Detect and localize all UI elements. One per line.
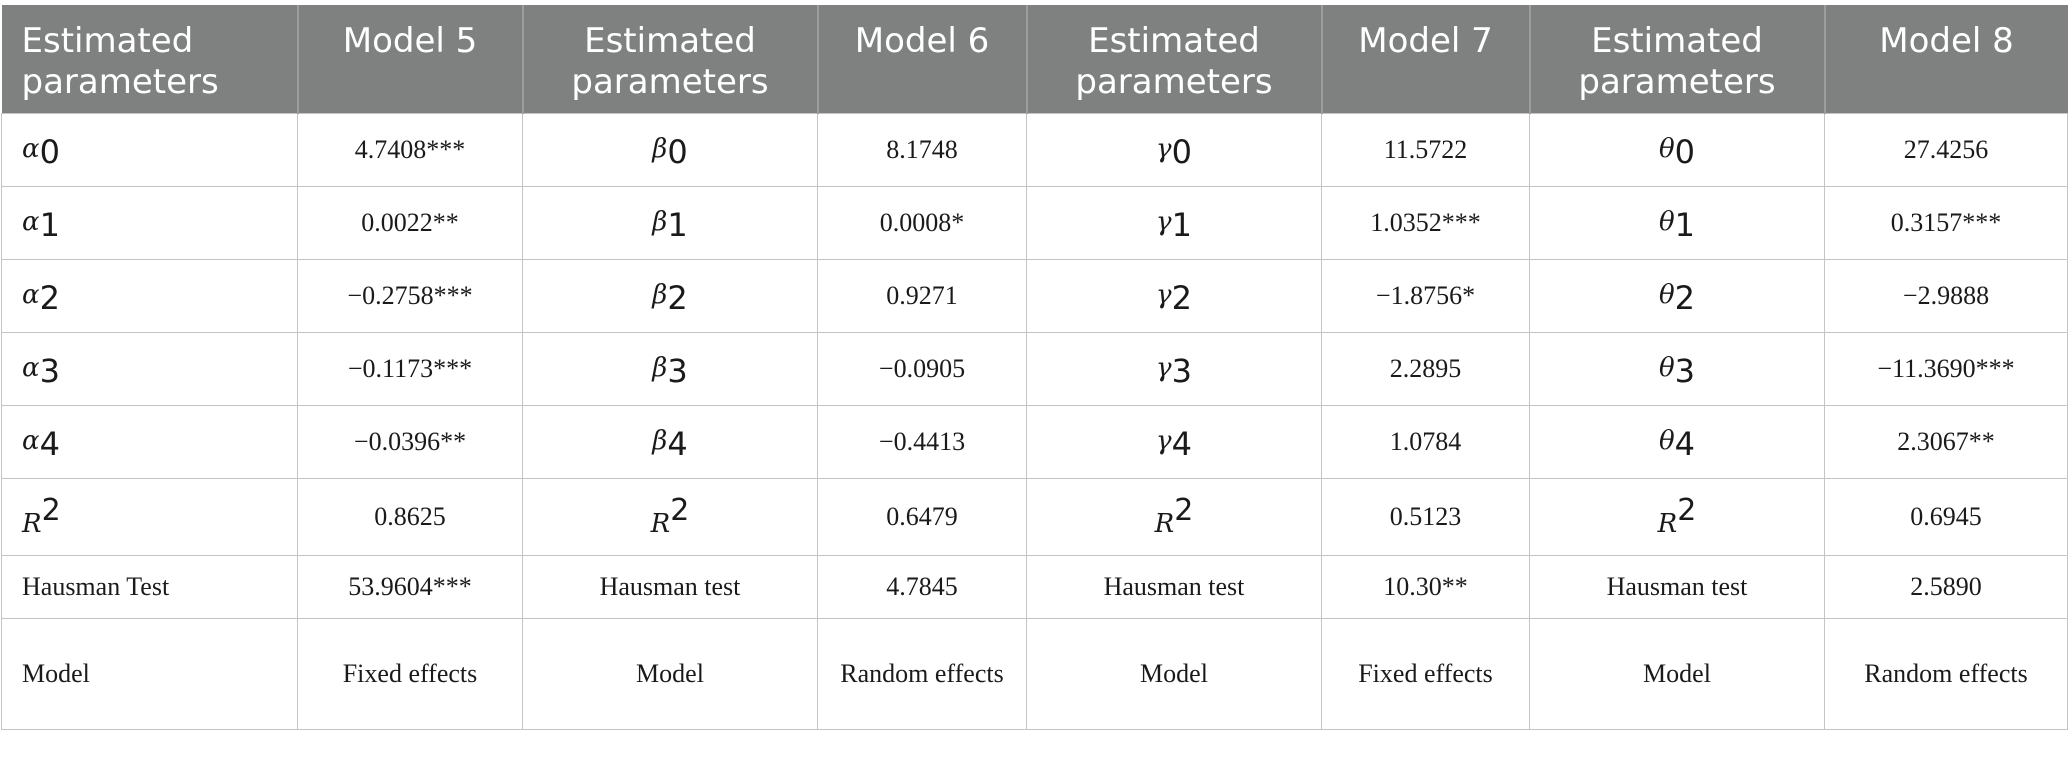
header-model-6: Model 6 bbox=[817, 5, 1028, 114]
param-label: θ0 bbox=[1529, 113, 1825, 187]
header-row: Estimated parameters Model 5 Estimated p… bbox=[1, 5, 2068, 114]
param-label: γ0 bbox=[1026, 113, 1322, 187]
param-label: θ3 bbox=[1529, 332, 1825, 406]
r-squared-label: R2 bbox=[1, 478, 298, 556]
hausman-test-row: Hausman Test 53.9604*** Hausman test 4.7… bbox=[1, 555, 2068, 619]
model-5-r-squared: 0.8625 bbox=[297, 478, 523, 556]
param-label: β2 bbox=[522, 259, 818, 333]
model-8-hausman: 2.5890 bbox=[1824, 555, 2068, 619]
model-8-type: Random effects bbox=[1824, 618, 2068, 730]
r-squared-row: R2 0.8625 R2 0.6479 R2 0.5123 R2 0.6945 bbox=[1, 478, 2068, 556]
model-6-value: −0.4413 bbox=[817, 405, 1027, 479]
param-label: β4 bbox=[522, 405, 818, 479]
model-5-value: −0.0396** bbox=[297, 405, 523, 479]
param-label: β0 bbox=[522, 113, 818, 187]
model-5-value: −0.2758*** bbox=[297, 259, 523, 333]
model-7-hausman: 10.30** bbox=[1321, 555, 1530, 619]
model-5-value: 0.0022** bbox=[297, 186, 523, 260]
param-label: θ4 bbox=[1529, 405, 1825, 479]
param-label: α3 bbox=[1, 332, 298, 406]
param-label: θ1 bbox=[1529, 186, 1825, 260]
model-8-value: −2.9888 bbox=[1824, 259, 2068, 333]
model-7-value: 1.0784 bbox=[1321, 405, 1530, 479]
hausman-test-label: Hausman test bbox=[1529, 555, 1825, 619]
model-6-value: 0.0008* bbox=[817, 186, 1027, 260]
model-5-type: Fixed effects bbox=[297, 618, 523, 730]
param-label: α1 bbox=[1, 186, 298, 260]
model-5-value: −0.1173*** bbox=[297, 332, 523, 406]
model-5-value: 4.7408*** bbox=[297, 113, 523, 187]
param-label: θ2 bbox=[1529, 259, 1825, 333]
coefficient-row-1: α1 0.0022** β1 0.0008* γ1 1.0352*** θ1 0… bbox=[1, 186, 2068, 260]
model-6-value: 0.9271 bbox=[817, 259, 1027, 333]
header-estimated-parameters: Estimated parameters bbox=[1529, 5, 1826, 114]
hausman-test-label: Hausman Test bbox=[1, 555, 298, 619]
model-type-row: Model Fixed effects Model Random effects… bbox=[1, 618, 2068, 730]
model-label: Model bbox=[522, 618, 818, 730]
model-7-r-squared: 0.5123 bbox=[1321, 478, 1530, 556]
model-6-type: Random effects bbox=[817, 618, 1027, 730]
param-label: α0 bbox=[1, 113, 298, 187]
r-squared-label: R2 bbox=[1529, 478, 1825, 556]
header-model-7: Model 7 bbox=[1321, 5, 1531, 114]
model-8-value: −11.3690*** bbox=[1824, 332, 2068, 406]
param-label: α2 bbox=[1, 259, 298, 333]
header-estimated-parameters: Estimated parameters bbox=[522, 5, 819, 114]
model-label: Model bbox=[1529, 618, 1825, 730]
param-label: β1 bbox=[522, 186, 818, 260]
coefficient-row-0: α0 4.7408*** β0 8.1748 γ0 11.5722 θ0 27.… bbox=[1, 113, 2068, 187]
model-6-r-squared: 0.6479 bbox=[817, 478, 1027, 556]
coefficient-row-3: α3 −0.1173*** β3 −0.0905 γ3 2.2895 θ3 −1… bbox=[1, 332, 2068, 406]
model-label: Model bbox=[1026, 618, 1322, 730]
param-label: α4 bbox=[1, 405, 298, 479]
hausman-test-label: Hausman test bbox=[522, 555, 818, 619]
param-label: γ2 bbox=[1026, 259, 1322, 333]
model-8-value: 0.3157*** bbox=[1824, 186, 2068, 260]
model-6-hausman: 4.7845 bbox=[817, 555, 1027, 619]
model-7-value: 11.5722 bbox=[1321, 113, 1530, 187]
header-estimated-parameters: Estimated parameters bbox=[1, 5, 299, 114]
r-squared-label: R2 bbox=[522, 478, 818, 556]
model-6-value: 8.1748 bbox=[817, 113, 1027, 187]
model-8-value: 27.4256 bbox=[1824, 113, 2068, 187]
model-7-value: 1.0352*** bbox=[1321, 186, 1530, 260]
model-8-value: 2.3067** bbox=[1824, 405, 2068, 479]
header-model-8: Model 8 bbox=[1824, 5, 2068, 114]
model-6-value: −0.0905 bbox=[817, 332, 1027, 406]
hausman-test-label: Hausman test bbox=[1026, 555, 1322, 619]
coefficient-row-4: α4 −0.0396** β4 −0.4413 γ4 1.0784 θ4 2.3… bbox=[1, 405, 2068, 479]
param-label: γ4 bbox=[1026, 405, 1322, 479]
param-label: γ1 bbox=[1026, 186, 1322, 260]
header-estimated-parameters: Estimated parameters bbox=[1026, 5, 1323, 114]
coefficient-row-2: α2 −0.2758*** β2 0.9271 γ2 −1.8756* θ2 −… bbox=[1, 259, 2068, 333]
param-label: β3 bbox=[522, 332, 818, 406]
header-model-5: Model 5 bbox=[297, 5, 524, 114]
model-5-hausman: 53.9604*** bbox=[297, 555, 523, 619]
model-7-value: 2.2895 bbox=[1321, 332, 1530, 406]
model-7-value: −1.8756* bbox=[1321, 259, 1530, 333]
r-squared-label: R2 bbox=[1026, 478, 1322, 556]
model-7-type: Fixed effects bbox=[1321, 618, 1530, 730]
estimation-results-table: Estimated parameters Model 5 Estimated p… bbox=[1, 5, 2068, 730]
model-8-r-squared: 0.6945 bbox=[1824, 478, 2068, 556]
model-label: Model bbox=[1, 618, 298, 730]
param-label: γ3 bbox=[1026, 332, 1322, 406]
